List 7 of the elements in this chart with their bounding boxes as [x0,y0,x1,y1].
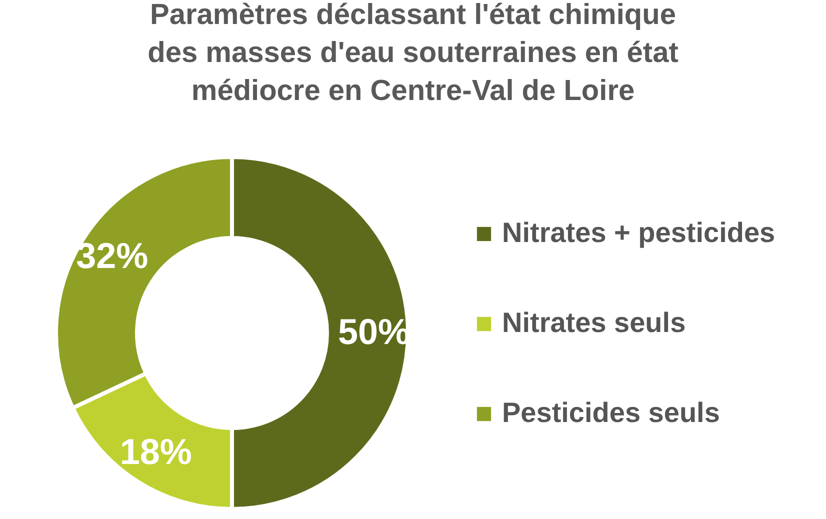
legend-label: Pesticides seuls [502,397,720,428]
data-label: 18% [120,430,192,472]
data-label: 32% [76,234,148,276]
legend-label: Nitrates seuls [502,307,686,338]
legend-label: Nitrates + pesticides [502,217,776,248]
chart-title: Paramètres déclassant l'état chimique des masses d'eau souterraines en état médiocre en Centre-Val de Loire [148,0,679,107]
data-label: 50% [338,311,410,352]
